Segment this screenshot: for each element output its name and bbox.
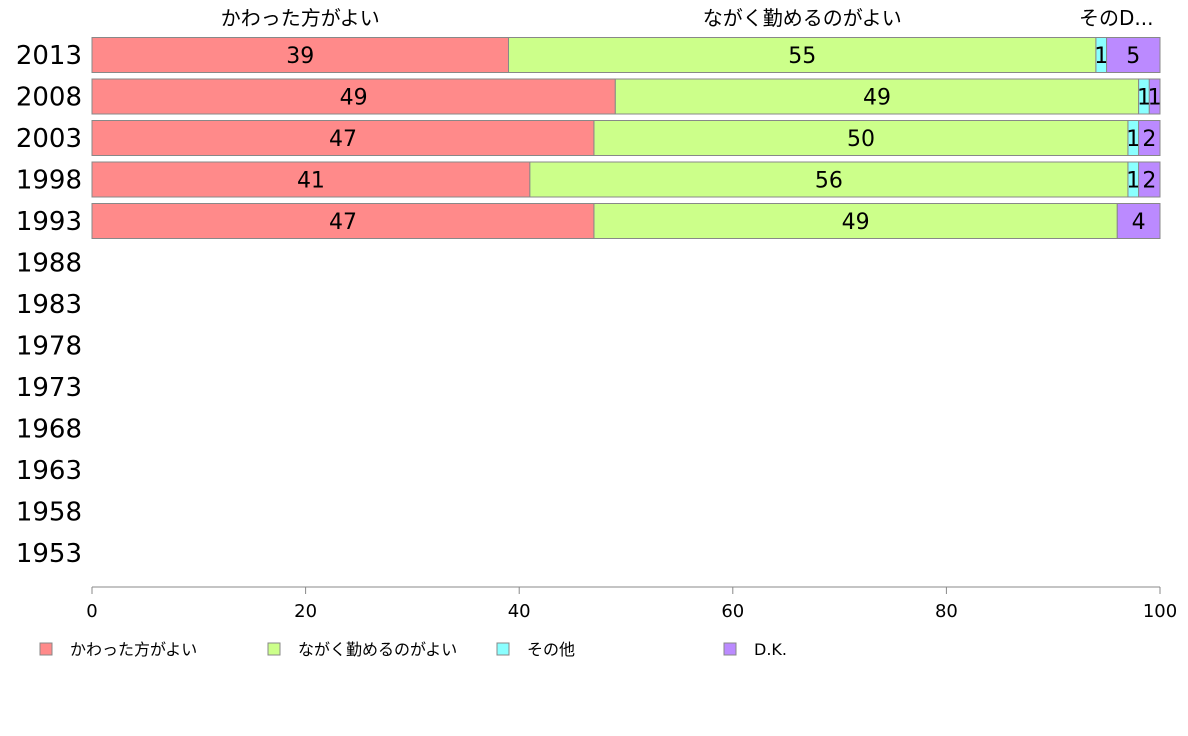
bar-segment <box>91 161 531 198</box>
y-tick-label: 2008 <box>16 83 82 113</box>
legend-swatch <box>723 642 737 656</box>
bar-segment <box>1138 120 1161 156</box>
legend-swatch <box>496 642 510 656</box>
y-tick-label: 1958 <box>16 498 82 528</box>
legend-entry: ながく勤めるのがよい <box>298 640 457 659</box>
bar-segment <box>508 37 1097 73</box>
y-tick-label: 2003 <box>16 124 82 154</box>
data-label: 1 <box>1126 169 1140 194</box>
bar-segment <box>529 161 1129 198</box>
y-tick-label: 1968 <box>16 415 82 445</box>
legend-entry: かわった方がよい <box>70 640 197 659</box>
data-label: 55 <box>788 44 816 69</box>
bar-segment <box>91 203 595 239</box>
y-tick-label: 1953 <box>16 539 82 569</box>
data-label: 49 <box>842 210 870 235</box>
y-tick-label: 1983 <box>16 290 82 320</box>
data-label: 1 <box>1148 86 1162 111</box>
top-series-label: ながく勤めるのがよい <box>703 6 902 30</box>
bar-segment <box>91 37 510 73</box>
data-label: 49 <box>340 86 368 111</box>
bar-segment <box>593 203 1118 239</box>
data-label: 50 <box>847 127 875 152</box>
data-label: 1 <box>1137 86 1151 111</box>
bar-segment <box>1116 203 1161 239</box>
y-tick-label: 1993 <box>16 207 82 237</box>
x-tick-label: 20 <box>294 601 317 622</box>
top-series-label: かわった方がよい <box>221 6 380 30</box>
bar-segment <box>91 78 616 115</box>
bar-segment <box>614 78 1140 115</box>
y-tick-label: 1963 <box>16 456 82 486</box>
data-label: 39 <box>286 44 314 69</box>
legend-entry: D.K. <box>754 640 787 659</box>
data-label: 1 <box>1126 127 1140 152</box>
x-tick-label: 0 <box>86 601 97 622</box>
data-label: 41 <box>297 169 325 194</box>
data-label: 2 <box>1142 127 1156 152</box>
bar-segment <box>1106 37 1161 73</box>
bar-segment <box>1138 161 1161 198</box>
y-tick-label: 1998 <box>16 166 82 196</box>
x-tick-label: 40 <box>508 601 531 622</box>
legend-swatch <box>39 642 53 656</box>
legend-swatch <box>267 642 281 656</box>
y-tick-label: 1978 <box>16 332 82 362</box>
data-label: 47 <box>329 210 357 235</box>
data-label: 1 <box>1094 44 1108 69</box>
data-label: 56 <box>815 169 843 194</box>
data-label: 4 <box>1132 210 1146 235</box>
data-label: 47 <box>329 127 357 152</box>
x-tick-label: 100 <box>1143 601 1177 622</box>
legend-entry: その他 <box>527 640 575 659</box>
y-tick-label: 1988 <box>16 249 82 279</box>
bar-segment <box>1148 78 1161 115</box>
x-tick-label: 80 <box>935 601 958 622</box>
data-label: 5 <box>1126 44 1140 69</box>
data-label: 2 <box>1142 169 1156 194</box>
y-tick-label: 2013 <box>16 41 82 71</box>
top-series-label: そのD... <box>1079 6 1153 30</box>
y-tick-label: 1973 <box>16 373 82 403</box>
data-label: 49 <box>863 86 891 111</box>
x-tick-label: 60 <box>721 601 744 622</box>
